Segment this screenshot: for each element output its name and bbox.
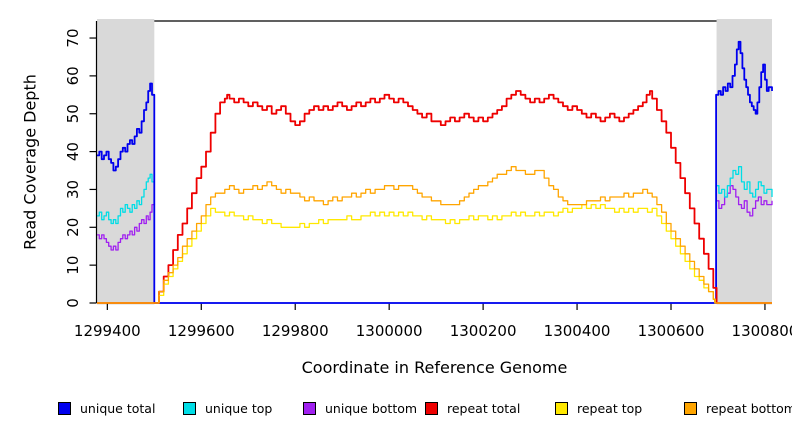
- legend-swatch-repeat-top: [555, 401, 568, 415]
- legend-swatch-unique-total: [58, 401, 71, 415]
- x-tick-label: 1300200: [450, 322, 517, 340]
- x-tick-label: 1300800: [732, 322, 792, 340]
- legend-swatch-unique-bottom: [303, 401, 316, 415]
- series-unique-total: [97, 40, 773, 304]
- legend: unique total unique top unique bottom re…: [0, 400, 792, 418]
- legend-item-repeat-top: repeat top: [555, 400, 642, 416]
- series-unique-top: [97, 166, 773, 304]
- legend-label: repeat total: [447, 400, 521, 416]
- y-tick-label: 70: [64, 28, 82, 47]
- x-tick-label: 1300600: [638, 322, 705, 340]
- legend-swatch-unique-top: [183, 401, 196, 415]
- shaded-region-0: [97, 19, 155, 305]
- legend-swatch-repeat-bottom: [684, 401, 697, 415]
- legend-label: repeat bottom: [706, 400, 792, 416]
- legend-label: unique top: [205, 400, 273, 416]
- y-tick-label: 10: [64, 256, 82, 275]
- y-tick-label: 20: [64, 218, 82, 237]
- series-repeat-total: [97, 90, 772, 304]
- y-axis-title: Read Coverage Depth: [20, 74, 40, 250]
- y-tick-label: 30: [64, 180, 82, 199]
- legend-swatch-repeat-total: [425, 401, 438, 415]
- legend-item-repeat-total: repeat total: [425, 400, 520, 416]
- legend-item-unique-total: unique total: [58, 400, 155, 416]
- legend-label: unique total: [80, 400, 156, 416]
- legend-item-unique-bottom: unique bottom: [303, 400, 417, 416]
- y-tick-label: 40: [64, 142, 82, 161]
- x-tick-label: 1300000: [356, 322, 423, 340]
- y-tick-label: 60: [64, 66, 82, 85]
- legend-item-unique-top: unique top: [183, 400, 272, 416]
- legend-item-repeat-bottom: repeat bottom: [684, 400, 792, 416]
- x-tick-label: 1299800: [262, 322, 329, 340]
- shaded-region-1: [716, 19, 772, 305]
- y-tick-label: 50: [64, 104, 82, 123]
- series-repeat-top: [97, 203, 772, 304]
- series-repeat-bottom: [97, 166, 772, 304]
- series-unique-bottom: [97, 185, 773, 304]
- x-tick-label: 1299400: [74, 322, 141, 340]
- y-tick-label: 0: [64, 298, 82, 308]
- legend-label: unique bottom: [325, 400, 418, 416]
- x-tick-label: 1300400: [544, 322, 611, 340]
- x-tick-label: 1299600: [168, 322, 235, 340]
- legend-label: repeat top: [577, 400, 643, 416]
- x-axis-title: Coordinate in Reference Genome: [301, 358, 568, 377]
